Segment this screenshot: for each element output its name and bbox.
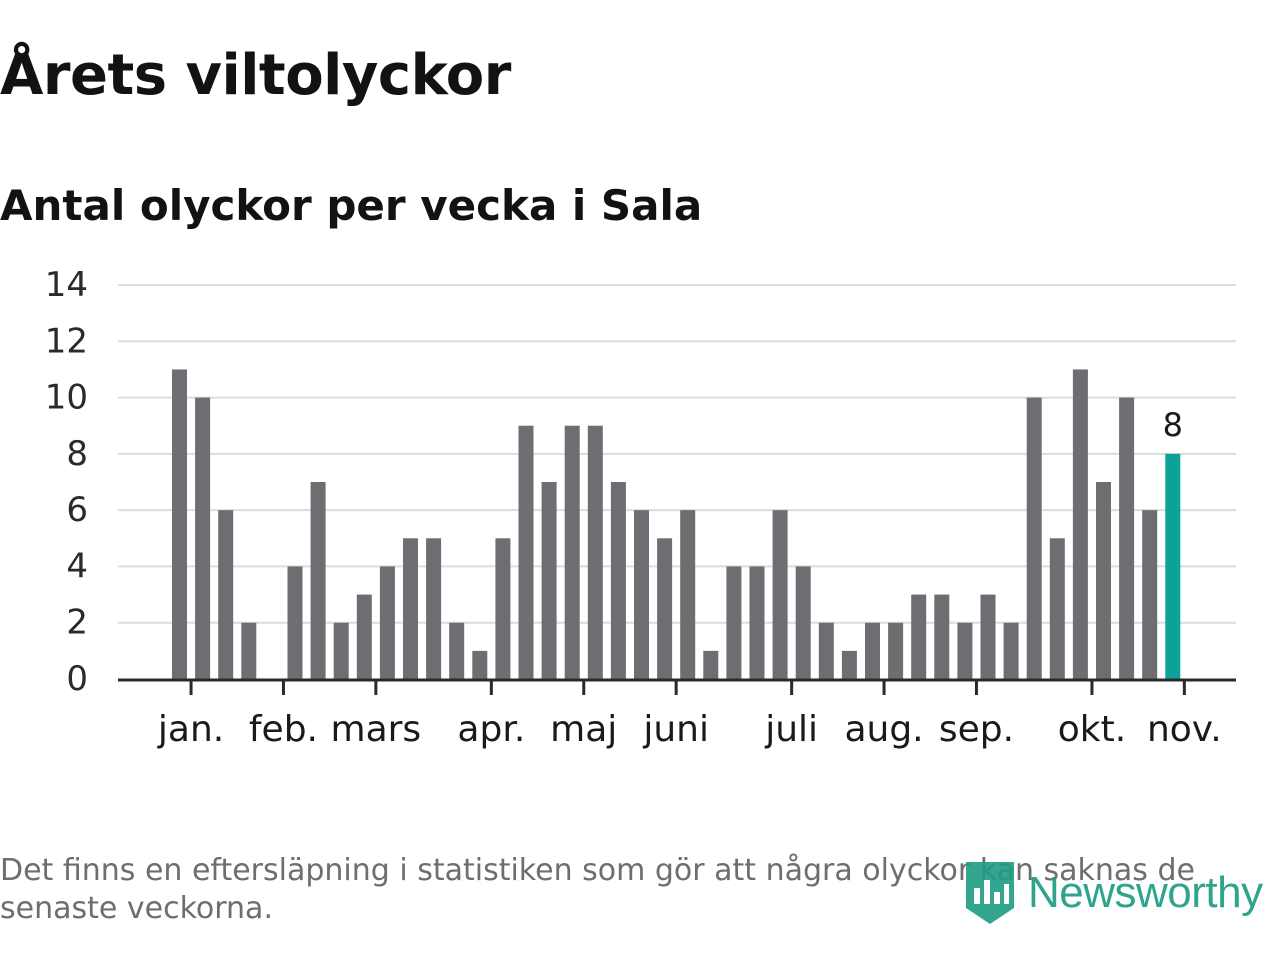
x-tick-label: nov. [1147,709,1222,750]
bar [795,566,811,679]
bar [426,538,442,679]
y-tick-label: 14 [45,265,88,305]
y-tick-label: 2 [66,603,88,643]
y-tick-label: 6 [66,490,88,530]
bar [772,510,788,679]
x-axis-labels: jan. feb. mars apr. maj juni juli aug. sep. okt. n… [157,709,1222,750]
newsworthy-logo-icon [966,862,1014,924]
bar [888,622,904,679]
bar [1119,397,1135,679]
x-tick-label: maj [550,709,617,750]
bar [1026,397,1042,679]
bar [1072,369,1088,679]
bar [403,538,418,679]
bar [610,482,626,679]
bar [310,482,326,679]
y-tick-label: 10 [45,378,88,418]
y-axis-ticks: 0 2 4 6 8 10 12 14 [45,265,88,699]
bar [287,566,303,679]
bars [172,369,1181,679]
bar [333,622,349,679]
bar [541,482,557,679]
bar [911,594,927,679]
annotations: 8 [1163,406,1183,444]
x-tick-label: aug. [844,709,923,750]
x-tick-label: sep. [939,709,1014,750]
bar [1049,538,1065,679]
y-tick-label: 4 [66,546,88,586]
bar-chart: 0 2 4 6 8 10 12 14 jan. feb. mars apr. maj juni juli a… [45,265,1236,750]
bar [749,566,765,679]
x-tick-label: juli [764,709,818,750]
bar [934,594,950,679]
bar [634,510,649,679]
highlight-data-label: 8 [1163,406,1183,444]
bar [472,650,488,679]
x-tick-label: feb. [249,709,318,750]
bar [1003,622,1019,679]
bar [564,425,580,679]
x-tick-label: okt. [1058,709,1126,750]
bar [356,594,372,679]
x-tick-label: apr. [457,709,525,750]
bar [495,538,511,679]
bar [680,510,696,679]
bar [865,622,880,679]
bar [1142,510,1158,679]
bar [703,650,719,679]
gridlines [118,284,1236,624]
x-tick-label: jan. [157,709,224,750]
bar [449,622,465,679]
bar [195,397,211,679]
bar [1096,482,1111,679]
chart-title: Årets viltolyckor [0,43,511,108]
bar [841,650,857,679]
bar [818,622,834,679]
y-tick-label: 0 [66,659,88,699]
bar [726,566,742,679]
bar [1165,453,1181,679]
x-tick-label: juni [642,709,709,750]
chart-subtitle: Antal olyckor per vecka i Sala [0,181,703,230]
bar [657,538,673,679]
brand-name: Newsworthy [1028,868,1263,917]
y-tick-label: 12 [45,321,88,361]
x-axis [118,678,1236,695]
bar [587,425,603,679]
brand-logo: Newsworthy [962,858,1263,928]
x-tick-label: mars [331,709,422,750]
bar [241,622,257,679]
y-tick-label: 8 [66,434,88,474]
bar [172,369,187,679]
bar [957,622,973,679]
bar [980,594,996,679]
bar [518,425,534,679]
bar [218,510,234,679]
bar [379,566,395,679]
